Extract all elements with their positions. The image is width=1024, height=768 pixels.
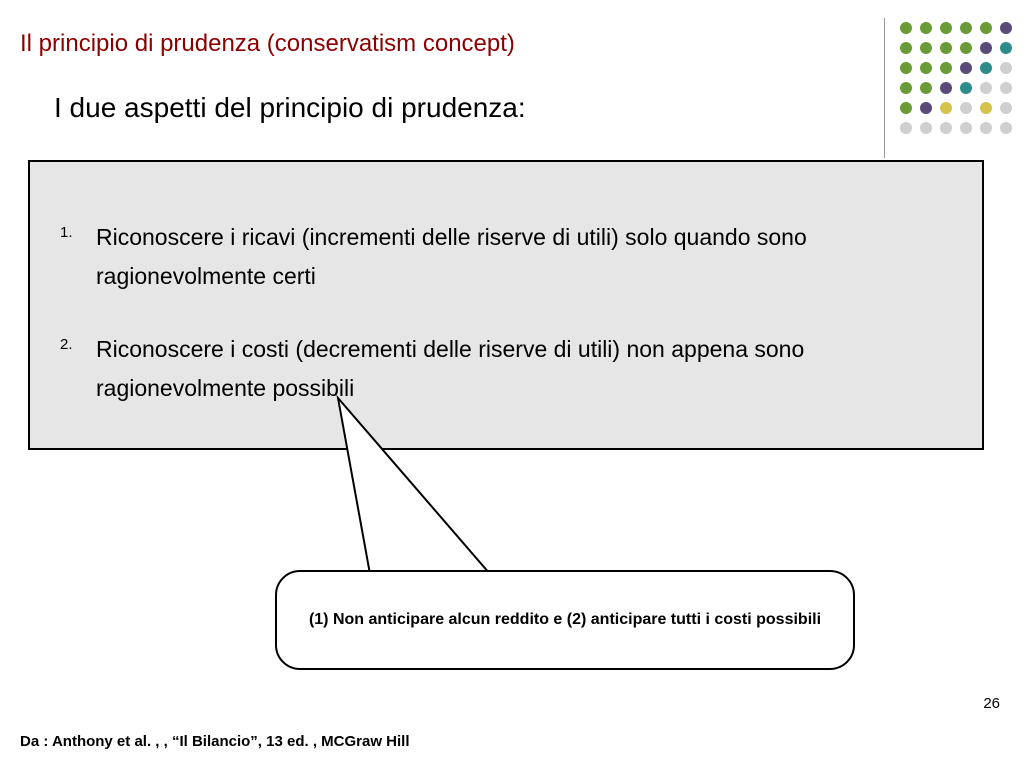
list-item-number: 1.	[60, 218, 96, 241]
list-item-text: Riconoscere i costi (decrementi delle ri…	[96, 330, 952, 408]
dot-icon	[900, 22, 912, 34]
slide: { "title": { "text": "Il principio di pr…	[0, 0, 1024, 768]
dot-icon	[1000, 22, 1012, 34]
list-item-number: 2.	[60, 330, 96, 353]
dot-icon	[1000, 62, 1012, 74]
dot-icon	[900, 42, 912, 54]
dot-icon	[940, 82, 952, 94]
dot-icon	[980, 82, 992, 94]
dot-icon	[960, 42, 972, 54]
dot-icon	[900, 62, 912, 74]
dot-icon	[1000, 122, 1012, 134]
content-box: 1. Riconoscere i ricavi (incrementi dell…	[28, 160, 984, 450]
dot-icon	[920, 42, 932, 54]
dot-icon	[980, 22, 992, 34]
dot-icon	[940, 42, 952, 54]
dot-icon	[940, 22, 952, 34]
vertical-divider	[884, 18, 885, 158]
decorative-dot-grid	[900, 22, 1012, 142]
dot-icon	[1000, 42, 1012, 54]
page-number: 26	[983, 695, 1000, 712]
dot-icon	[980, 102, 992, 114]
list-item: 2. Riconoscere i costi (decrementi delle…	[60, 330, 952, 408]
dot-icon	[940, 102, 952, 114]
dot-icon	[920, 122, 932, 134]
dot-icon	[920, 22, 932, 34]
dot-icon	[940, 122, 952, 134]
dot-icon	[900, 122, 912, 134]
dot-icon	[960, 22, 972, 34]
dot-icon	[900, 102, 912, 114]
dot-icon	[980, 42, 992, 54]
slide-subtitle: I due aspetti del principio di prudenza:	[54, 92, 526, 124]
dot-icon	[1000, 82, 1012, 94]
dot-icon	[960, 102, 972, 114]
callout-bubble: (1) Non anticipare alcun reddito e (2) a…	[275, 570, 855, 670]
slide-subtitle-text: I due aspetti del principio di prudenza:	[54, 92, 526, 123]
dot-icon	[980, 122, 992, 134]
dot-icon	[960, 62, 972, 74]
dot-icon	[940, 62, 952, 74]
dot-icon	[920, 82, 932, 94]
dot-icon	[920, 62, 932, 74]
dot-icon	[980, 62, 992, 74]
dot-icon	[1000, 102, 1012, 114]
slide-title: Il principio di prudenza (conservatism c…	[20, 30, 515, 58]
callout-text: (1) Non anticipare alcun reddito e (2) a…	[309, 608, 821, 631]
aspects-list: 1. Riconoscere i ricavi (incrementi dell…	[60, 218, 952, 408]
list-item: 1. Riconoscere i ricavi (incrementi dell…	[60, 218, 952, 296]
footer-citation: Da : Anthony et al. , , “Il Bilancio”, 1…	[20, 733, 410, 750]
slide-title-text: Il principio di prudenza (conservatism c…	[20, 30, 515, 57]
dot-icon	[920, 102, 932, 114]
dot-icon	[960, 122, 972, 134]
list-item-text: Riconoscere i ricavi (incrementi delle r…	[96, 218, 952, 296]
dot-icon	[900, 82, 912, 94]
dot-icon	[960, 82, 972, 94]
